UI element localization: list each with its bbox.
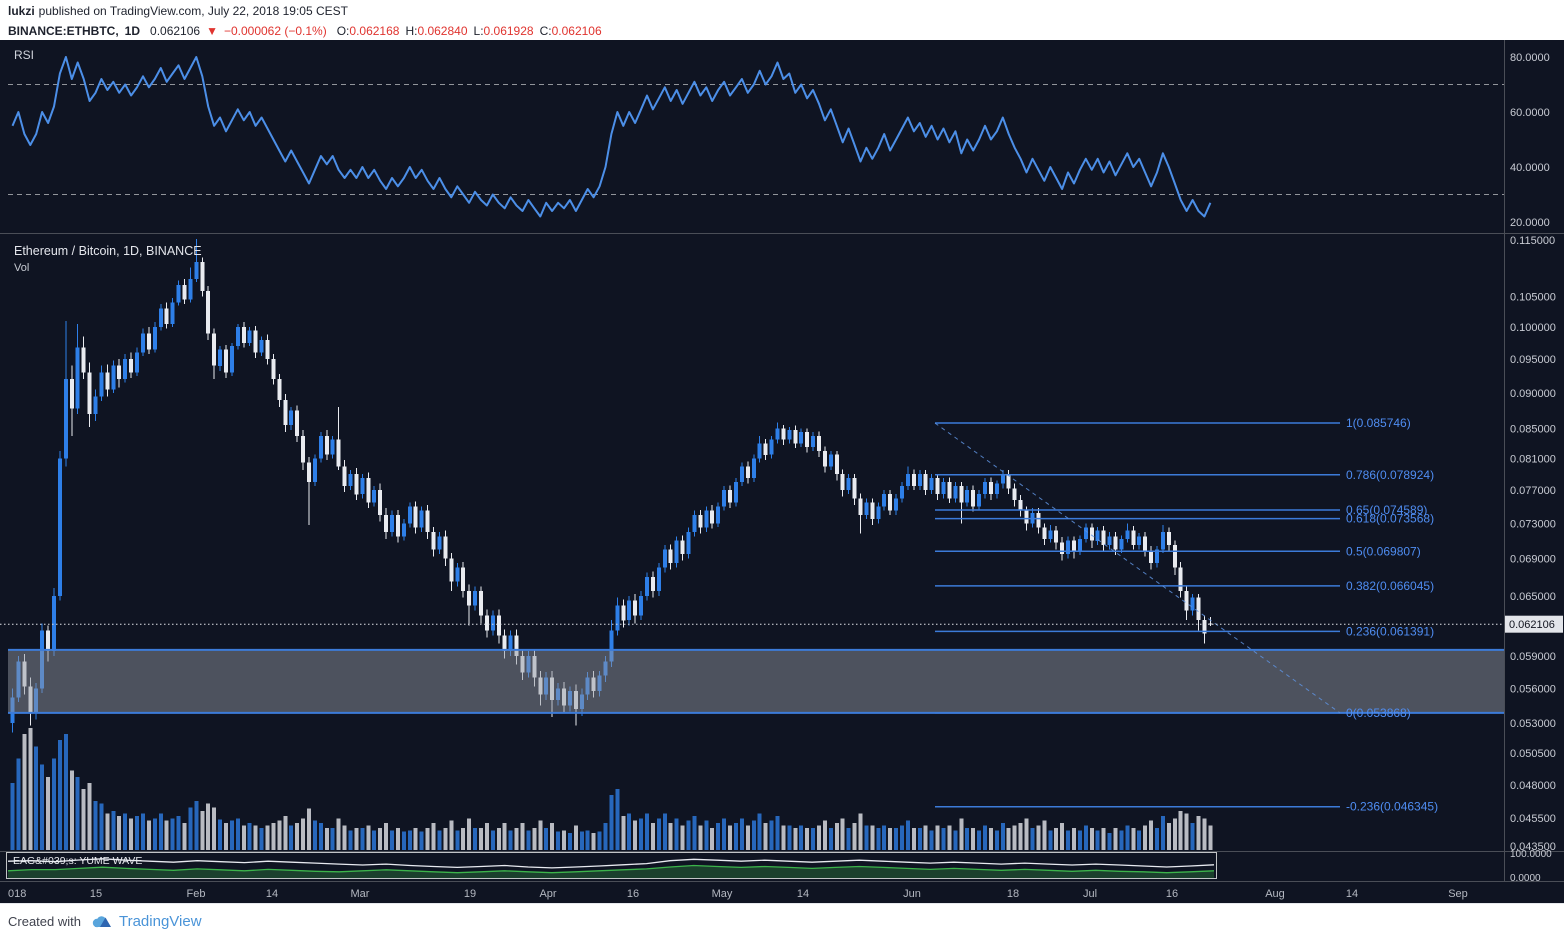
svg-text:May: May [712,888,733,900]
svg-text:Sep: Sep [1448,888,1468,900]
footer-bar: Created with TradingView [0,903,1564,938]
svg-text:1(0.085746): 1(0.085746) [1346,416,1411,430]
svg-text:16: 16 [1166,888,1178,900]
open-value: 0.062168 [349,23,400,38]
svg-text:0.085000: 0.085000 [1510,424,1556,436]
change-arrow-icon: ▼ [206,23,218,38]
svg-text:0.5(0.069807): 0.5(0.069807) [1346,544,1421,558]
svg-text:0.095000: 0.095000 [1510,354,1556,366]
svg-text:0.081000: 0.081000 [1510,454,1556,466]
svg-text:Feb: Feb [187,888,206,900]
high-label: H: [405,23,418,38]
yume-plot [6,852,1217,879]
svg-text:0.090000: 0.090000 [1510,388,1556,400]
close-label: C: [539,23,552,38]
publish-text: published on TradingView.com, July 22, 2… [38,3,348,18]
svg-text:14: 14 [266,888,278,900]
high-value: 0.062840 [417,23,468,38]
svg-text:14: 14 [797,888,809,900]
svg-text:0.059000: 0.059000 [1510,651,1556,663]
chart-canvas[interactable]: 1(0.085746) 0.786(0.078924) 0.65(0.074589)… [0,40,1564,903]
svg-text:Mar: Mar [351,888,370,900]
svg-text:Jul: Jul [1083,888,1097,900]
symbol-info-bar: BINANCE:ETHBTC, 1D 0.062106 ▼ −0.000062 … [0,21,1564,40]
svg-text:40.0000: 40.0000 [1510,162,1550,174]
svg-text:0.056000: 0.056000 [1510,684,1556,696]
support-zone[interactable] [8,648,1504,714]
svg-text:0(0.053868): 0(0.053868) [1346,706,1411,720]
svg-text:0.382(0.066045): 0.382(0.066045) [1346,579,1434,593]
svg-text:0.0000: 0.0000 [1510,873,1541,884]
svg-text:0.236(0.061391): 0.236(0.061391) [1346,624,1434,638]
svg-text:15: 15 [90,888,102,900]
svg-text:0.077000: 0.077000 [1510,485,1556,497]
svg-text:14: 14 [1346,888,1358,900]
svg-text:20.0000: 20.0000 [1510,217,1550,229]
svg-text:0.050500: 0.050500 [1510,748,1556,760]
low-value: 0.061928 [483,23,534,38]
svg-text:0.069000: 0.069000 [1510,554,1556,566]
candles-layer [10,238,1213,733]
tradingview-logo-icon [91,914,113,930]
pane-dividers[interactable] [0,40,1564,882]
svg-text:Jun: Jun [903,888,921,900]
svg-text:0.045500: 0.045500 [1510,813,1556,825]
svg-text:16: 16 [627,888,639,900]
fib-retracement[interactable]: 1(0.085746) 0.786(0.078924) 0.65(0.074589)… [935,416,1438,814]
svg-text:80.0000: 80.0000 [1510,52,1550,64]
username-link[interactable]: lukzi [8,3,35,18]
publish-info-bar: lukzi published on TradingView.com, July… [0,0,1564,21]
interval-label: 1D [124,23,141,38]
svg-text:0.100000: 0.100000 [1510,322,1556,334]
svg-text:0.065000: 0.065000 [1510,591,1556,603]
svg-text:19: 19 [464,888,476,900]
current-price-badge: 0.062106 [1505,615,1563,633]
svg-text:0.65(0.074589): 0.65(0.074589) [1346,503,1427,517]
tradingview-brand-link[interactable]: TradingView [118,913,202,930]
svg-text:0.105000: 0.105000 [1510,292,1556,304]
svg-text:-0.236(0.046345): -0.236(0.046345) [1346,800,1438,814]
svg-text:100.0000: 100.0000 [1510,849,1552,860]
change-value: −0.000062 (−0.1%) [223,23,327,38]
svg-text:Aug: Aug [1265,888,1285,900]
time-scale[interactable]: 018 15 Feb 14 Mar 19 Apr 16 May 14 Jun 18 Jul 16 Aug 14… [8,888,1468,900]
svg-text:0.062106: 0.062106 [1509,619,1555,631]
chart-area[interactable]: 1(0.085746) 0.786(0.078924) 0.65(0.074589)… [0,40,1564,903]
fib-trendline[interactable] [934,422,1341,714]
svg-text:0.618(0.073568): 0.618(0.073568) [1346,512,1434,526]
created-with-text: Created with [8,914,81,929]
svg-text:Apr: Apr [539,888,556,900]
svg-text:0.115000: 0.115000 [1510,235,1555,247]
svg-text:0.048000: 0.048000 [1510,780,1556,792]
svg-text:018: 018 [8,888,26,900]
close-value: 0.062106 [551,23,602,38]
symbol-name: BINANCE:ETHBTC, [8,23,119,38]
open-label: O: [336,23,350,38]
svg-text:0.043500: 0.043500 [1510,841,1556,853]
svg-text:0.786(0.078924): 0.786(0.078924) [1346,468,1434,482]
rsi-plot [8,56,1504,218]
svg-text:0.073000: 0.073000 [1510,518,1556,530]
low-label: L: [473,23,484,38]
svg-text:60.0000: 60.0000 [1510,107,1550,119]
volume-layer [10,728,1213,850]
last-price: 0.062106 [150,23,201,38]
svg-text:0.053000: 0.053000 [1510,718,1556,730]
svg-text:18: 18 [1007,888,1019,900]
price-scale[interactable]: 0.115000 0.105000 0.100000 0.095000 0.090000… [1510,52,1556,884]
